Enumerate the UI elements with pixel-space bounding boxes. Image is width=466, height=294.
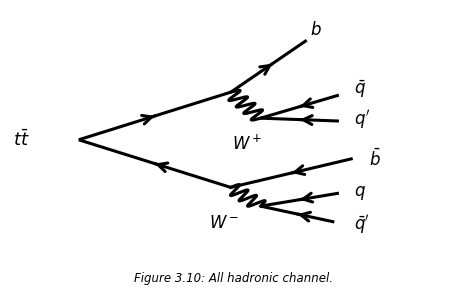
Text: $q$: $q$ <box>354 184 365 202</box>
Text: $\bar{b}$: $\bar{b}$ <box>369 148 381 170</box>
Text: Figure 3.10: All hadronic channel.: Figure 3.10: All hadronic channel. <box>133 273 333 285</box>
Text: $b$: $b$ <box>310 21 322 39</box>
Text: $q'$: $q'$ <box>354 108 370 131</box>
Text: $W^-$: $W^-$ <box>209 214 239 233</box>
Text: $W^+$: $W^+$ <box>232 134 262 154</box>
Text: $\bar{q}$: $\bar{q}$ <box>354 78 365 100</box>
Text: $t\bar{t}$: $t\bar{t}$ <box>13 129 29 150</box>
Text: $\bar{q}'$: $\bar{q}'$ <box>354 213 370 236</box>
